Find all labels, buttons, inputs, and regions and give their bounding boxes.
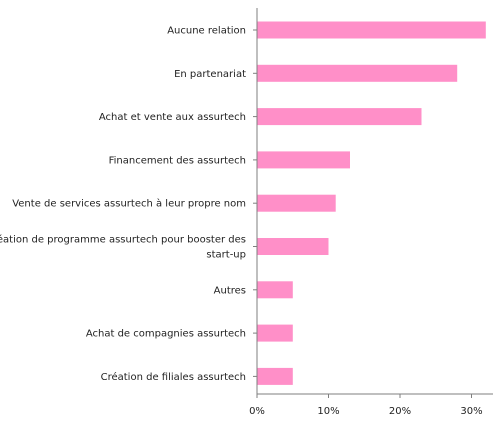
bar [257,367,293,385]
category-label: Achat de compagnies assurtech [86,329,246,340]
x-tick-label: 0% [249,406,265,417]
category-label: En partenariat [174,69,246,80]
category-label: Vente de services assurtech à leur propr… [12,198,246,210]
category-label: Achat et vente aux assurtech [99,112,246,123]
bar [257,151,350,169]
category-label: start-up [206,250,246,261]
bar [257,194,336,212]
bar [257,238,329,255]
category-label: Création de programme assurtech pour boo… [0,234,246,246]
category-labels: Aucune relation En partenariat Achat et ve… [0,26,246,383]
category-label: Financement des assurtech [109,155,246,166]
axis-layer [253,8,493,398]
category-label: Aucune relation [167,26,246,37]
bar [257,21,486,39]
category-label: Création de filiales assurtech [101,371,246,383]
category-label: Autres [214,285,246,296]
x-tick-label: 10% [317,406,339,417]
x-tick-labels: 0% 10% 20% 30% [249,406,483,417]
x-tick-label: 30% [460,406,482,417]
bars-layer [257,21,486,385]
bar [257,108,422,126]
bar [257,281,293,299]
bar [257,64,458,82]
x-tick-label: 20% [389,406,411,417]
bar [257,324,293,342]
